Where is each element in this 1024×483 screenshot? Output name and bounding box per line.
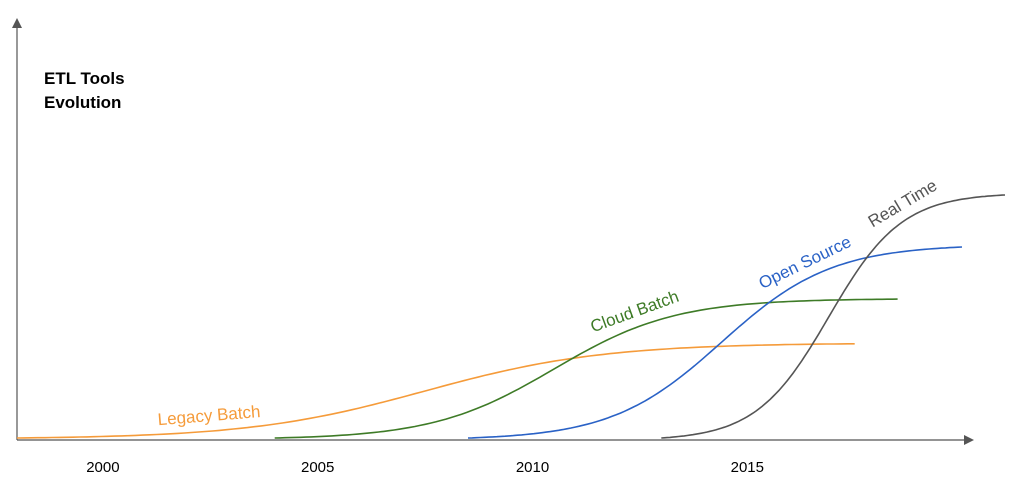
chart-title-line-2: Evolution (44, 93, 121, 112)
x-tick-label-2005: 2005 (301, 459, 334, 476)
x-tick-label-2015: 2015 (731, 459, 764, 476)
x-tick-label-2000: 2000 (86, 459, 119, 476)
series-line-real-time (661, 194, 1006, 439)
series-line-cloud-batch (274, 298, 898, 439)
x-tick-label-2010: 2010 (516, 459, 549, 476)
series-line-legacy-batch (16, 343, 855, 439)
series-label-open-source: Open Source (756, 232, 854, 293)
chart-title-line-1: ETL Tools (44, 69, 125, 88)
x-tick-labels: 2000 2005 2010 2015 (86, 459, 764, 476)
series-label-legacy-batch: Legacy Batch (157, 402, 261, 429)
series-line-open-source (467, 246, 963, 439)
